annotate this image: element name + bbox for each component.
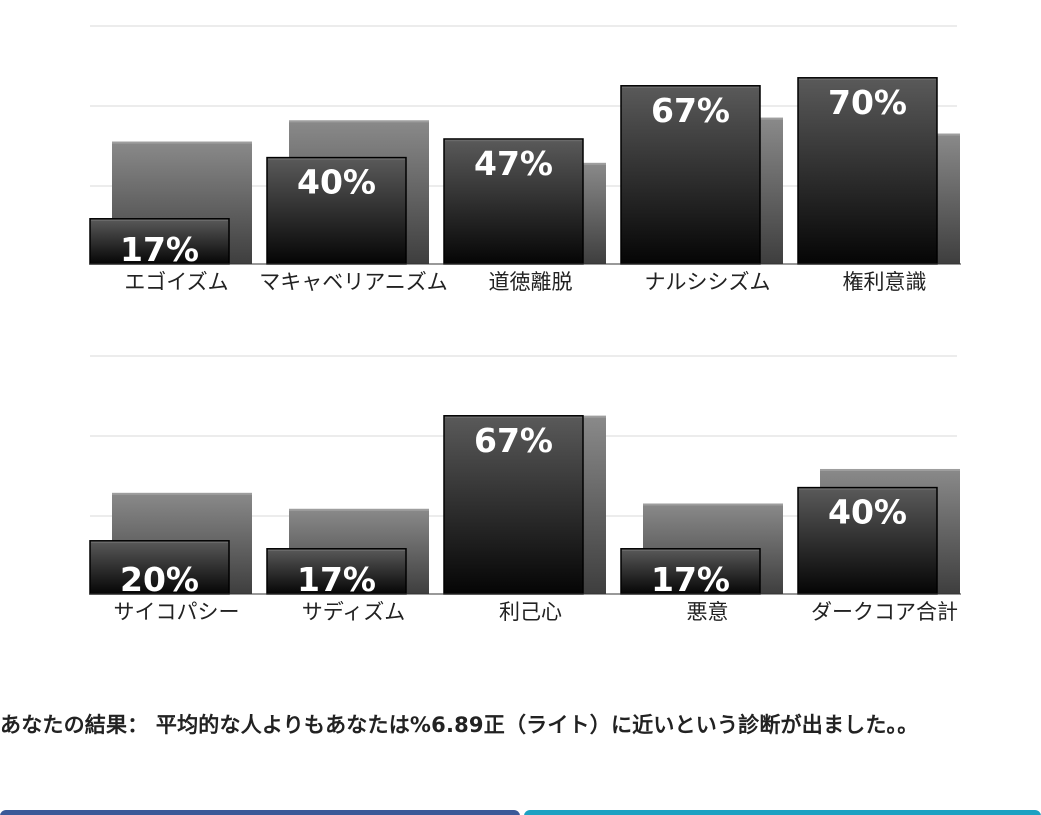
bar-value-label: 67% <box>474 421 553 460</box>
bar-your-score <box>89 540 230 595</box>
category-label: サイコパシー <box>114 600 240 624</box>
category-label: ナルシシズム <box>645 270 771 294</box>
bar-your-score <box>620 548 761 595</box>
bar-value-label: 17% <box>651 560 730 599</box>
bar-value-label: 40% <box>828 493 907 532</box>
bar-your-score <box>620 85 761 265</box>
category-label: 悪意 <box>687 600 729 624</box>
category-label: エゴイズム <box>124 270 228 294</box>
category-label: ダークコア合計 <box>811 600 958 624</box>
bar-your-score <box>797 77 938 265</box>
bar-value-label: 70% <box>828 83 907 122</box>
category-label: サディズム <box>302 600 406 624</box>
bar-your-score <box>797 486 938 595</box>
bar-value-label: 40% <box>297 163 376 202</box>
category-label: マキャベリアニズム <box>259 270 448 294</box>
category-label: 道徳離脱 <box>489 270 573 294</box>
bar-your-score <box>443 415 584 595</box>
bar-value-label: 17% <box>120 230 199 269</box>
chart-top: 17%エゴイズム 40% マキャベリアニズム 47% 道徳離脱 67% ナルシシズム 70% 権… <box>89 25 961 294</box>
bar-value-label: 20% <box>120 560 199 599</box>
bar-value-label: 47% <box>474 144 553 183</box>
result-summary: あなたの結果： 平均的な人よりもあなたは%6.89正（ライト）に近いという診断が… <box>0 713 919 737</box>
share-twitter-button[interactable] <box>524 810 1041 815</box>
bar-value-label: 67% <box>651 91 730 130</box>
category-label: 権利意識 <box>843 270 927 294</box>
bar-value-label: 17% <box>297 560 376 599</box>
bar-your-score <box>266 548 407 595</box>
category-label: 利己心 <box>499 600 562 624</box>
share-facebook-button[interactable] <box>0 810 520 815</box>
bar-your-score <box>266 156 407 265</box>
bar-your-score <box>443 138 584 265</box>
